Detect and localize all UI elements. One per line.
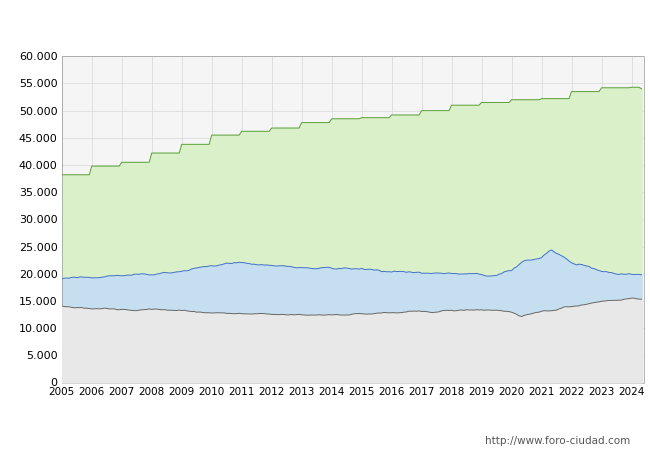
Text: http://www.foro-ciudad.com: http://www.foro-ciudad.com — [486, 436, 630, 446]
Text: Santa Lucía de Tirajana - Evolucion de la poblacion en edad de Trabajar Mayo de : Santa Lucía de Tirajana - Evolucion de l… — [49, 17, 601, 30]
